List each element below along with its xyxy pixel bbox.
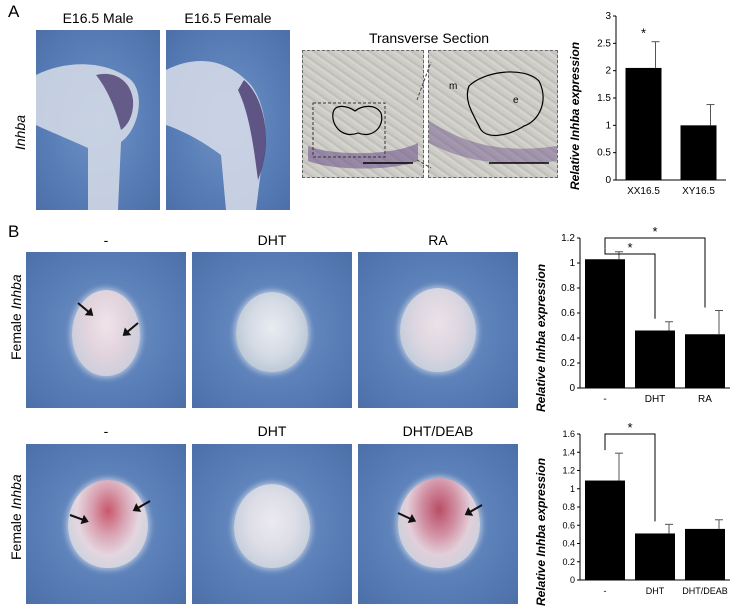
photo-row1-ra [358,252,518,408]
chart-a: Relative Inhba expression 0 0.5 1 1.5 2 2.5 3 X… [566,4,738,214]
bar-RA [685,334,725,388]
y-tick-label: 0.6 [562,520,575,530]
bar-- [585,259,625,388]
bar-DHT [635,330,675,388]
bar-XY16.5 [680,125,717,180]
photo-row2-dht-deab [358,444,518,604]
x-tick-label: XY16.5 [682,186,715,197]
significance-bracket [604,248,656,319]
row1-title-ra: RA [428,232,448,248]
chart-b2: Relative Inhba expression 0 0.2 0.4 0.6 0.8 1… [530,420,738,611]
title-transverse-section: Transverse Section [368,30,490,46]
photo-e165-female [166,30,290,210]
row2-title-control: - [103,423,109,439]
photo-row1-control [26,252,186,408]
y-tick-label: 1.5 [597,93,611,104]
chart-b1-ylabel: Relative Inhba expression [534,263,548,412]
y-tick-label: 0 [605,175,611,186]
x-tick-label: - [603,394,606,405]
x-tick-label: RA [698,394,712,405]
row1-label: Female Inhba [8,274,24,360]
chart-a-svg: 0 0.5 1 1.5 2 2.5 3 XX16.5 XY16.5 * [597,11,726,197]
significance-bracket [604,433,656,522]
chart-b2-ylabel: Relative Inhba expression [534,457,548,606]
photo-e165-male [36,30,160,210]
bar-DHT/DEAB [685,528,725,580]
row2-label-prefix: Female [8,513,24,560]
y-tick-label: 0 [570,575,575,585]
y-tick-label: 0.8 [561,283,575,294]
y-tick-label: 0.6 [561,308,575,319]
y-tick-label: 3 [605,11,611,22]
chart-a-ylabel: Relative Inhba expression [568,41,582,190]
row2-label-gene: Inhba [8,474,24,510]
row2-title-dht: DHT [257,423,287,439]
significance-star: * [652,226,657,239]
y-tick-label: 1.4 [562,447,575,457]
significance-star: * [627,240,632,255]
micrograph-transverse-high: m e [428,50,558,178]
significance-bracket [604,237,706,308]
y-tick-label: 0.2 [562,557,575,567]
label-e: e [513,95,519,106]
y-tick-label: 2.5 [597,38,611,49]
chart-b2-svg: 0 0.2 0.4 0.6 0.8 1 1.2 1.4 1.6 - DHT DHT/DEAB * [562,420,730,596]
y-tick-label: 1.2 [561,233,575,244]
y-tick-label: 1.2 [562,466,575,476]
panel-a-gene-label: Inhba [12,114,28,150]
y-tick-label: 1.6 [562,429,575,439]
bar-DHT [635,533,675,580]
significance-star: * [627,420,632,435]
significance-star: * [641,26,646,41]
x-tick-label: DHT [645,394,666,405]
micrograph-transverse-low [302,50,424,178]
row2-title-dht-deab: DHT/DEAB [402,423,474,439]
y-tick-label: 1 [569,258,575,269]
row1-label-prefix: Female [8,313,24,360]
y-tick-label: 0 [569,383,575,394]
title-e165-male: E16.5 Male [62,10,134,26]
x-tick-label: - [604,586,607,596]
y-tick-label: 0.4 [562,539,575,549]
bar-- [585,480,625,580]
panel-b-letter: B [8,222,20,241]
title-e165-female: E16.5 Female [184,10,272,26]
y-tick-label: 2 [605,66,611,77]
x-tick-label: XX16.5 [627,186,660,197]
photo-row1-dht [192,252,352,408]
chart-b1: Relative Inhba expression 0 0.2 0.4 0.6 0.8 1… [530,226,738,416]
bar-XX16.5 [625,67,662,180]
row1-title-dht: DHT [257,232,287,248]
x-tick-label: DHT [646,586,665,596]
row1-label-gene: Inhba [8,274,24,310]
y-tick-label: 1 [605,120,611,131]
chart-b1-svg: 0 0.2 0.4 0.6 0.8 1 1.2 - DHT RA * * [561,226,730,405]
y-tick-label: 0.4 [561,333,575,344]
y-tick-label: 0.5 [597,148,611,159]
photo-row2-control [26,444,186,604]
photo-row2-dht [192,444,352,604]
x-tick-label: DHT/DEAB [682,586,728,596]
label-m: m [449,81,458,92]
row2-label: Female Inhba [8,474,24,560]
y-tick-label: 1 [570,484,575,494]
zoom-connector [416,61,432,169]
panel-a-letter: A [8,2,20,21]
y-tick-label: 0.2 [561,358,575,369]
row1-title-control: - [103,232,109,248]
y-tick-label: 0.8 [562,502,575,512]
